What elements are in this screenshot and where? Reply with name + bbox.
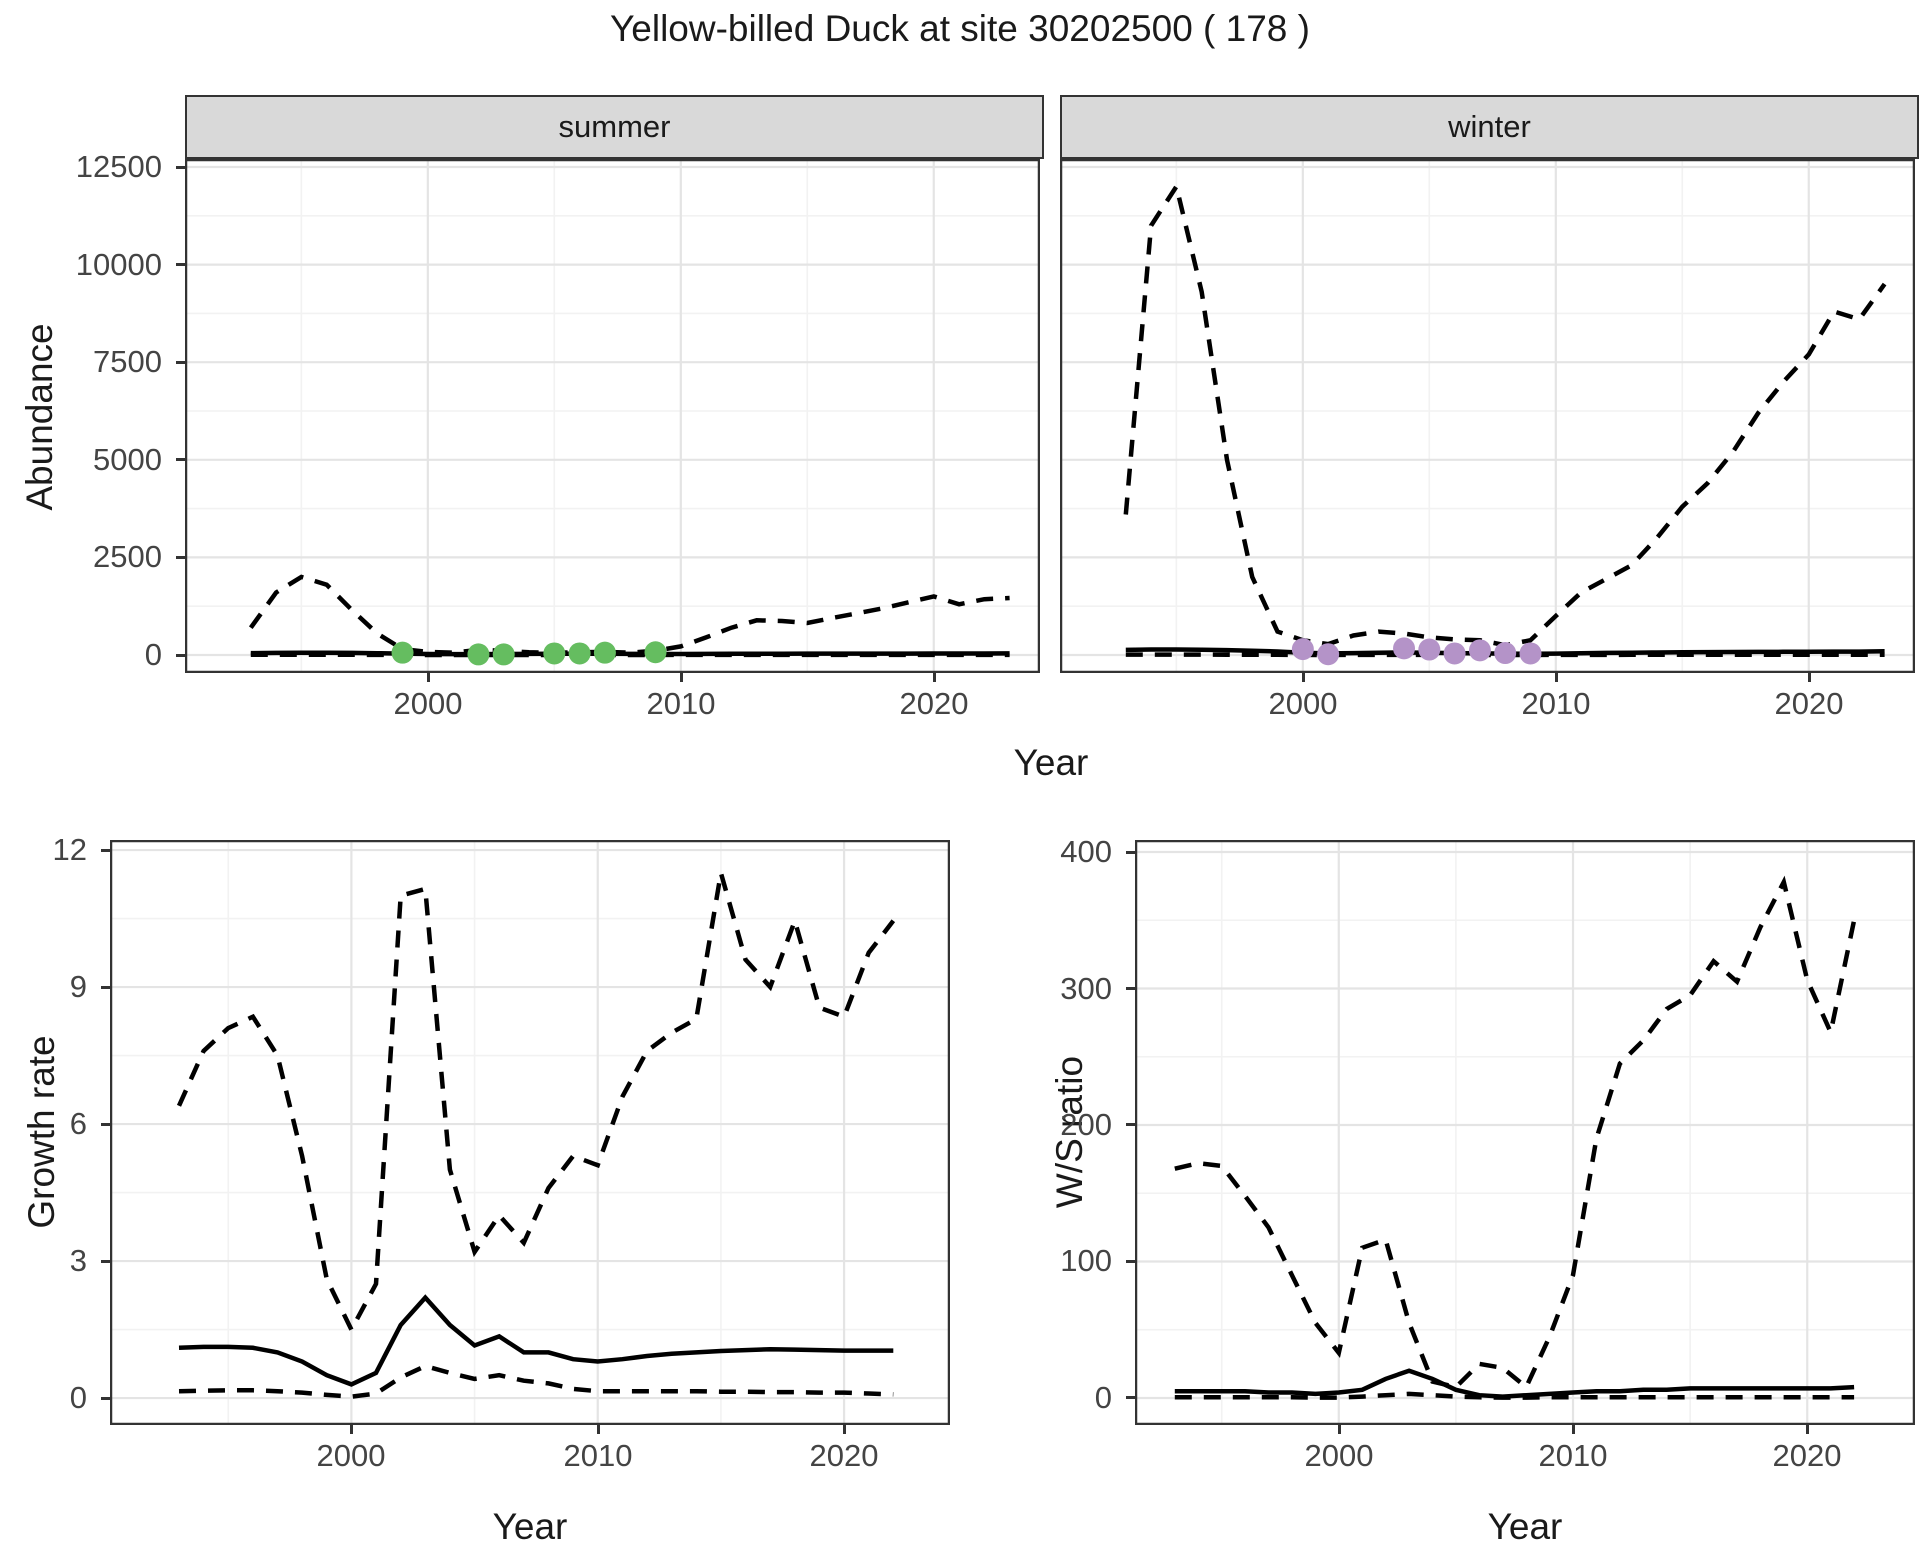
- growth-rate-ytick: [101, 986, 110, 989]
- chart-title: Yellow-billed Duck at site 30202500 ( 17…: [609, 8, 1310, 49]
- ws-ratio-ytick: [1126, 851, 1135, 854]
- year-axis-title-bottom-left: Year: [492, 1506, 568, 1547]
- growth-rate-xtick-label: 2010: [563, 1438, 633, 1473]
- ws-ratio-ytick-label: 100: [1060, 1243, 1112, 1278]
- growth-rate-panel: [110, 840, 950, 1425]
- ws-ratio-xtick: [1572, 1425, 1575, 1434]
- growth-rate-ytick-label: 3: [69, 1243, 87, 1278]
- abundance-winter-xtick-label: 2020: [1774, 686, 1844, 721]
- growth-rate-ytick-label: 9: [69, 969, 87, 1004]
- abundance-summer-ytick-label: 10000: [75, 247, 162, 282]
- ws-ratio-ytick: [1126, 1396, 1135, 1399]
- ws-ratio-xtick: [1806, 1425, 1809, 1434]
- ws-ratio-ytick-label: 200: [1060, 1107, 1112, 1142]
- summer-abundance-panel: [185, 159, 1040, 673]
- ws-ratio-panel: [1135, 840, 1915, 1425]
- facet-strip-summer: summer: [185, 95, 1044, 159]
- winter-abundance-panel: [1060, 159, 1915, 673]
- abundance-summer-ytick-label: 5000: [93, 442, 162, 477]
- abundance-summer-ytick-label: 12500: [75, 149, 162, 184]
- growth-rate-ytick: [101, 1123, 110, 1126]
- abundance-summer-ytick: [176, 263, 185, 266]
- growth-rate-xtick: [843, 1425, 846, 1434]
- abundance-winter-xtick-label: 2000: [1268, 686, 1338, 721]
- abundance-winter-xtick: [1555, 673, 1558, 682]
- abundance-summer-xtick: [427, 673, 430, 682]
- abundance-summer-ytick: [176, 166, 185, 169]
- growth-rate-ytick: [101, 1397, 110, 1400]
- abundance-summer-xtick-label: 2000: [393, 686, 463, 721]
- ws-ratio-ytick-label: 300: [1060, 971, 1112, 1006]
- growth-rate-xtick-label: 2000: [316, 1438, 386, 1473]
- abundance-summer-ytick-label: 2500: [93, 539, 162, 574]
- ws-ratio-xtick-label: 2010: [1538, 1438, 1608, 1473]
- abundance-summer-xtick-label: 2010: [646, 686, 716, 721]
- abundance-summer-ytick: [176, 458, 185, 461]
- growth-rate-ytick-label: 0: [69, 1380, 87, 1415]
- growth-rate-ytick-label: 12: [52, 832, 87, 867]
- abundance-summer-xtick: [933, 673, 936, 682]
- abundance-summer-xtick: [680, 673, 683, 682]
- ws-ratio-ytick: [1126, 1260, 1135, 1263]
- ws-ratio-ytick: [1126, 1123, 1135, 1126]
- growth-rate-ytick: [101, 849, 110, 852]
- facet-strip-winter-label: winter: [1448, 109, 1531, 144]
- abundance-summer-ytick: [176, 654, 185, 657]
- growth-rate-ytick-label: 6: [69, 1106, 87, 1141]
- ws-ratio-xtick: [1338, 1425, 1341, 1434]
- ws-ratio-ytick-label: 0: [1094, 1380, 1112, 1415]
- facet-strip-winter: winter: [1060, 95, 1919, 159]
- abundance-winter-xtick: [1808, 673, 1811, 682]
- abundance-summer-ytick-label: 7500: [93, 344, 162, 379]
- abundance-summer-xtick-label: 2020: [899, 686, 969, 721]
- abundance-summer-ytick: [176, 556, 185, 559]
- year-axis-title-top: Year: [1013, 742, 1089, 783]
- abundance-summer-ytick-label: 0: [144, 637, 162, 672]
- growth-rate-xtick: [350, 1425, 353, 1434]
- year-axis-title-bottom-right: Year: [1487, 1506, 1563, 1547]
- ws-ratio-ytick: [1126, 987, 1135, 990]
- abundance-summer-ytick: [176, 361, 185, 364]
- abundance-winter-xtick-label: 2010: [1521, 686, 1591, 721]
- growth-rate-ytick: [101, 1260, 110, 1263]
- abundance-winter-xtick: [1302, 673, 1305, 682]
- growth-rate-xtick-label: 2020: [809, 1438, 879, 1473]
- ws-ratio-xtick-label: 2020: [1772, 1438, 1842, 1473]
- facet-strip-summer-label: summer: [558, 109, 671, 144]
- ws-ratio-ytick-label: 400: [1060, 834, 1112, 869]
- ws-ratio-xtick-label: 2000: [1304, 1438, 1374, 1473]
- growth-rate-xtick: [597, 1425, 600, 1434]
